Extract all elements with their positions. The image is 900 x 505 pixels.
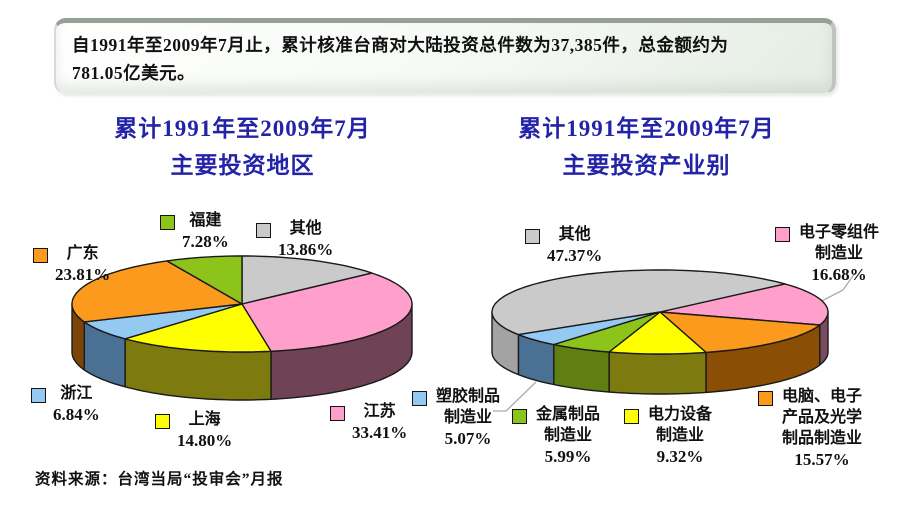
pie-slice [83,303,243,340]
plastic-value: 5.07% [444,429,492,448]
guangdong-label: 广东 [66,245,99,262]
power-equipment-swatch [624,409,639,424]
legend-industry-computer-optical: 电脑、电子产品及光学制品制造业 15.57% [758,386,864,471]
metal-label: 金属制品制造业 [535,406,600,444]
legend-industry-metal: 金属制品制造业 5.99% [512,404,602,468]
guangdong-value: 23.81% [55,265,111,284]
power-equipment-value: 9.32% [656,447,704,466]
computer-optical-label: 电脑、电子产品及光学制品制造业 [781,388,862,447]
other-industry-value: 47.37% [547,246,603,265]
plastic-label: 塑胶制品制造业 [435,388,500,426]
industry-chart-title: 累计1991年至2009年7月 主要投资产业别 [474,110,819,184]
pie-slice [71,260,243,323]
legend-industry-other: 其他 47.37% [525,224,602,267]
leader-line [817,272,856,304]
summary-line2: 781.05亿美元。 [72,63,196,83]
pie-slice [166,255,243,305]
pie-slice [553,311,661,353]
fujian-value: 7.28% [182,232,229,251]
legend-region-fujian: 福建 7.28% [160,210,229,253]
metal-value: 5.99% [544,447,592,466]
other-region-value: 13.86% [278,240,334,259]
leader-line [493,381,537,412]
jiangsu-value: 33.41% [352,423,408,442]
legend-region-other: 其他 13.86% [256,218,333,261]
pie-slice [124,303,272,353]
other-industry-label: 其他 [558,226,591,243]
jiangsu-label: 江苏 [363,403,396,420]
electronic-components-label: 电子零组件制造业 [798,224,879,262]
region-chart-title: 累计1991年至2009年7月 主要投资地区 [70,110,415,184]
data-source-note: 资料来源：台湾当局“投审会”月报 [35,471,284,488]
legend-region-jiangsu: 江苏 33.41% [330,401,407,444]
fujian-swatch [160,215,175,230]
zhejiang-swatch [31,388,46,403]
computer-optical-value: 15.57% [794,450,850,469]
metal-swatch [512,409,527,424]
legend-region-zhejiang: 浙江 6.84% [31,383,100,426]
pie-slice-side [608,351,707,395]
legend-region-guangdong: 广东 23.81% [33,243,110,286]
pie-slice [241,272,413,352]
electronic-components-value: 16.68% [811,265,867,284]
electronic-components-swatch [775,227,790,242]
region-title-line2: 主要投资地区 [170,153,315,178]
other-region-label: 其他 [289,220,322,237]
shanghai-value: 14.80% [177,431,233,450]
industry-title-line2: 主要投资产业别 [562,153,731,178]
pie-slice [517,311,661,346]
other-industry-swatch [525,229,540,244]
fujian-label: 福建 [189,212,222,229]
summary-info-box: 自1991年至2009年7月止，累计核准台商对大陆投资总件数为37,385件，总… [54,18,836,94]
legend-industry-electronic-components: 电子零组件制造业 16.68% [775,222,881,286]
plastic-swatch [412,391,427,406]
industry-title-line1: 累计1991年至2009年7月 [518,116,775,141]
zhejiang-label: 浙江 [60,385,93,402]
guangdong-swatch [33,248,48,263]
industry-pie [491,269,829,395]
other-region-swatch [256,223,271,238]
computer-optical-swatch [758,391,773,406]
shanghai-label: 上海 [188,411,221,428]
legend-region-shanghai: 上海 14.80% [155,409,232,452]
pie-slice [241,255,373,305]
pie-slice [608,311,707,355]
region-title-line1: 累计1991年至2009年7月 [114,116,371,141]
region-pie [71,255,413,401]
pie-slice [491,269,786,336]
pie-slice [659,311,821,354]
legend-industry-plastic: 塑胶制品制造业 5.07% [412,386,502,450]
zhejiang-value: 6.84% [53,405,100,424]
legend-industry-power-equipment: 电力设备制造业 9.32% [624,404,714,468]
summary-text: 自1991年至2009年7月止，累计核准台商对大陆投资总件数为37,385件，总… [56,23,832,87]
jiangsu-swatch [330,406,345,421]
power-equipment-label: 电力设备制造业 [647,406,712,444]
summary-line1: 自1991年至2009年7月止，累计核准台商对大陆投资总件数为37,385件，总… [72,35,729,55]
shanghai-swatch [155,414,170,429]
